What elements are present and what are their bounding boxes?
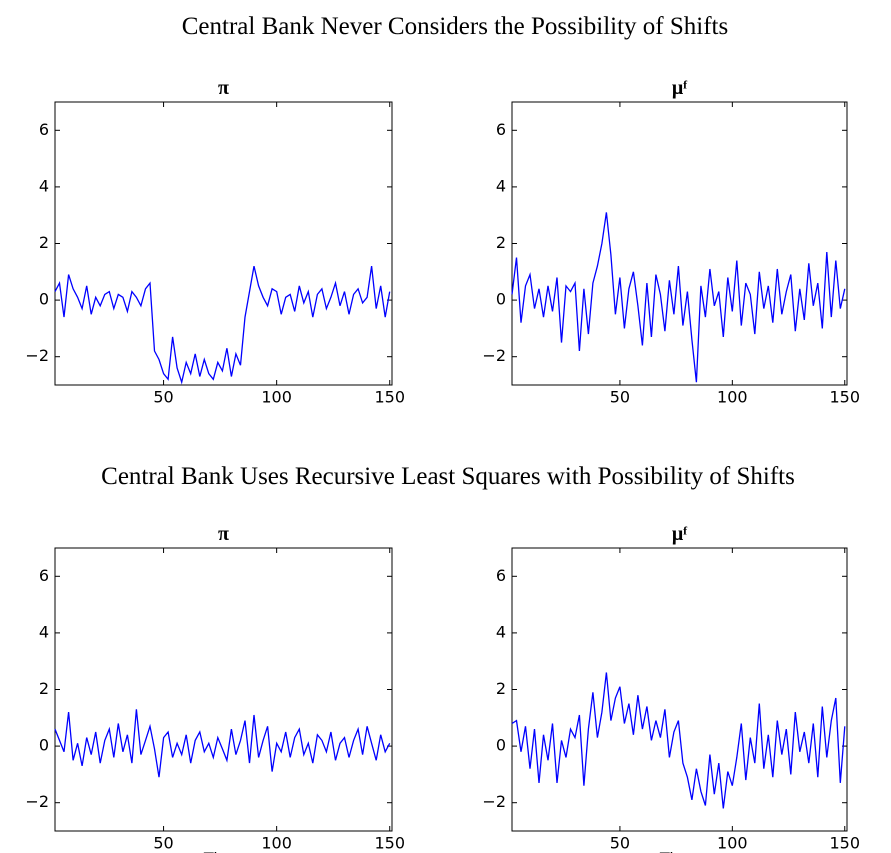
x-tick-label: 150 bbox=[374, 388, 405, 407]
axes-box bbox=[511, 101, 848, 386]
y-tick-label: −2 bbox=[482, 792, 506, 811]
y-tick-label: 2 bbox=[496, 233, 506, 252]
x-axis-label: Time bbox=[203, 849, 243, 853]
x-tick-label: 50 bbox=[153, 388, 173, 407]
y-tick-label: −2 bbox=[25, 346, 49, 365]
x-tick-label: 100 bbox=[261, 834, 292, 853]
y-tick-label: 0 bbox=[496, 290, 506, 309]
y-tick-label: 0 bbox=[39, 736, 49, 755]
x-tick-label: 150 bbox=[374, 834, 405, 853]
x-tick-label: 150 bbox=[829, 834, 860, 853]
section-heading: Central Bank Never Considers the Possibi… bbox=[182, 13, 728, 40]
subplot-title: π bbox=[218, 77, 229, 99]
x-tick-label: 100 bbox=[261, 388, 292, 407]
x-tick-label: 50 bbox=[610, 834, 630, 853]
subplot-title: μᶠ bbox=[672, 523, 687, 545]
y-tick-label: −2 bbox=[482, 346, 506, 365]
x-tick-label: 100 bbox=[717, 834, 748, 853]
x-axis-label: Time bbox=[659, 849, 699, 853]
data-line bbox=[511, 212, 846, 383]
axes-box bbox=[54, 547, 393, 832]
y-tick-label: 4 bbox=[496, 622, 506, 641]
subplot-title: μᶠ bbox=[672, 77, 687, 99]
data-line bbox=[54, 265, 391, 385]
x-tick-label: 50 bbox=[153, 834, 173, 853]
y-tick-label: 2 bbox=[496, 679, 506, 698]
y-tick-label: −2 bbox=[25, 792, 49, 811]
y-tick-label: 4 bbox=[39, 622, 49, 641]
axes-box bbox=[54, 101, 393, 386]
subplot-title: π bbox=[218, 523, 229, 545]
section-heading: Central Bank Uses Recursive Least Square… bbox=[101, 463, 795, 490]
y-tick-label: 6 bbox=[496, 120, 506, 139]
y-tick-label: 4 bbox=[496, 176, 506, 195]
y-tick-label: 6 bbox=[39, 566, 49, 585]
y-tick-label: 6 bbox=[496, 566, 506, 585]
y-tick-label: 4 bbox=[39, 176, 49, 195]
x-tick-label: 100 bbox=[717, 388, 748, 407]
data-line bbox=[54, 709, 391, 778]
y-tick-label: 0 bbox=[496, 736, 506, 755]
x-tick-label: 150 bbox=[829, 388, 860, 407]
y-tick-label: 2 bbox=[39, 679, 49, 698]
y-tick-label: 2 bbox=[39, 233, 49, 252]
y-tick-label: 6 bbox=[39, 120, 49, 139]
data-line bbox=[511, 672, 846, 809]
axes-box bbox=[511, 547, 848, 832]
y-tick-label: 0 bbox=[39, 290, 49, 309]
x-tick-label: 50 bbox=[610, 388, 630, 407]
